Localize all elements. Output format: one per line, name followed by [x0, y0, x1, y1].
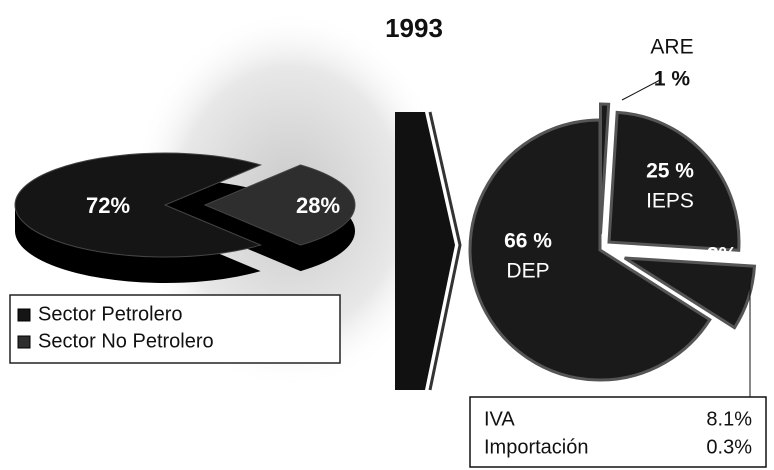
arrow	[395, 112, 455, 390]
legend-swatch	[18, 336, 30, 348]
legend-label: Sector Petrolero	[38, 303, 183, 325]
detail-name: IVA	[484, 408, 515, 430]
value-label: 66 %	[504, 230, 552, 253]
category-label: ARE	[650, 36, 693, 59]
value-label: 1 %	[654, 68, 691, 91]
legend-label: Sector No Petrolero	[38, 330, 214, 352]
detail-value: 0.3%	[706, 436, 752, 458]
detail-value: 8.1%	[706, 408, 752, 430]
detail-name: Importación	[484, 436, 589, 458]
category-label: IEPS	[646, 190, 694, 213]
value-label: 25 %	[646, 160, 694, 183]
value-label: 8%	[707, 244, 738, 267]
pie-slice	[601, 104, 609, 234]
value-label: 28%	[296, 193, 340, 218]
legend-swatch	[18, 309, 30, 321]
value-label: 72%	[86, 193, 130, 218]
title: 1993	[385, 13, 443, 43]
category-label: DEP	[506, 260, 549, 283]
chart: 1993 72% 28% Sector Petrolero Sector No Pet…	[0, 0, 774, 470]
